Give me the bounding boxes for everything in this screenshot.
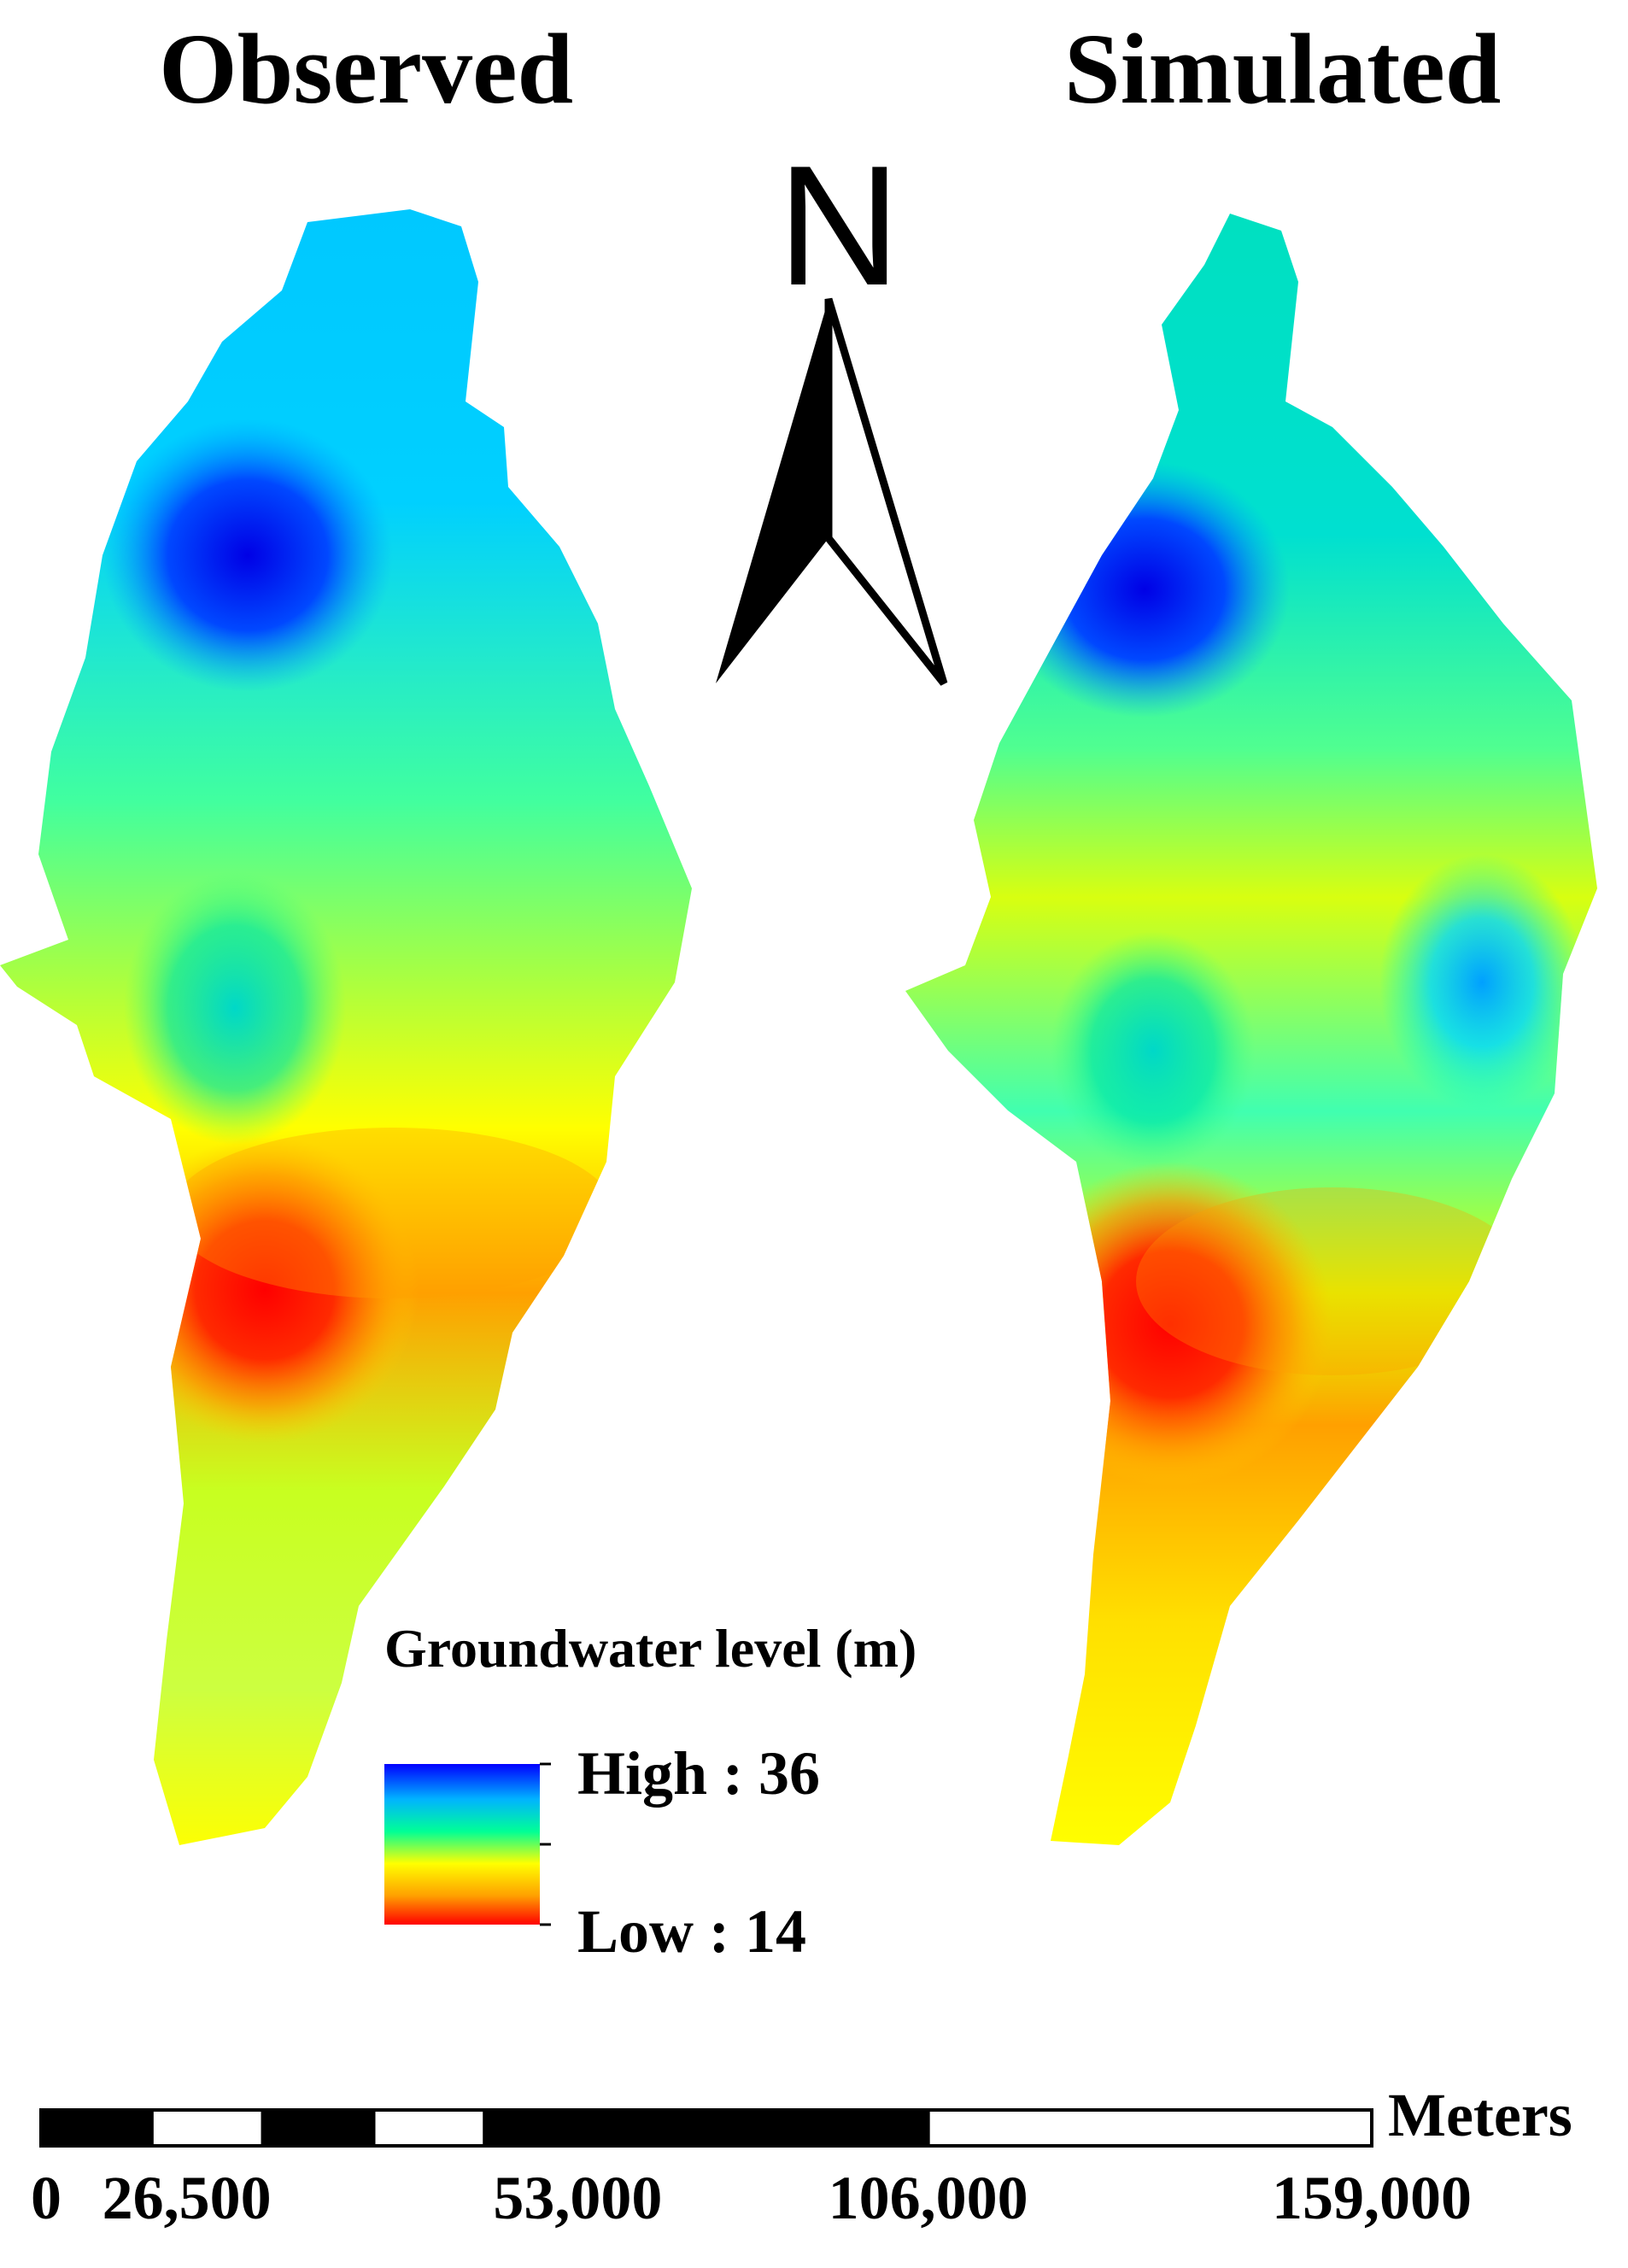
observed-map-title: Observed: [159, 13, 574, 125]
scale-bar-segment: [483, 2108, 930, 2148]
scale-bar-segment: [261, 2108, 376, 2148]
north-label: N: [777, 131, 901, 321]
scale-bar-tick-label: 53,000: [493, 2164, 663, 2232]
scale-bar-tick-label: 26,500: [102, 2164, 272, 2232]
scale-bar-unit: Meters: [1388, 2081, 1572, 2149]
scale-bar-segment: [926, 2108, 1373, 2148]
scale-bar-segment: [39, 2108, 154, 2148]
scale-bar-tick-label: 0: [31, 2164, 61, 2232]
simulated-map-title: Simulated: [1064, 13, 1502, 125]
simulated-map: [905, 214, 1597, 1845]
legend-low-label: Low : 14: [577, 1897, 806, 1966]
legend-high-label: High : 36: [577, 1739, 821, 1808]
scale-bar-tick-label: 159,000: [1272, 2164, 1472, 2232]
legend-color-ramp: [384, 1762, 551, 1926]
scale-bar-segment: [372, 2108, 487, 2148]
legend-title: Groundwater level (m): [384, 1618, 917, 1679]
scale-bar: [39, 2108, 1373, 2148]
scale-bar-segment: [149, 2108, 265, 2148]
north-arrow-icon: [716, 297, 948, 686]
scale-bar-tick-label: 106,000: [828, 2164, 1028, 2232]
